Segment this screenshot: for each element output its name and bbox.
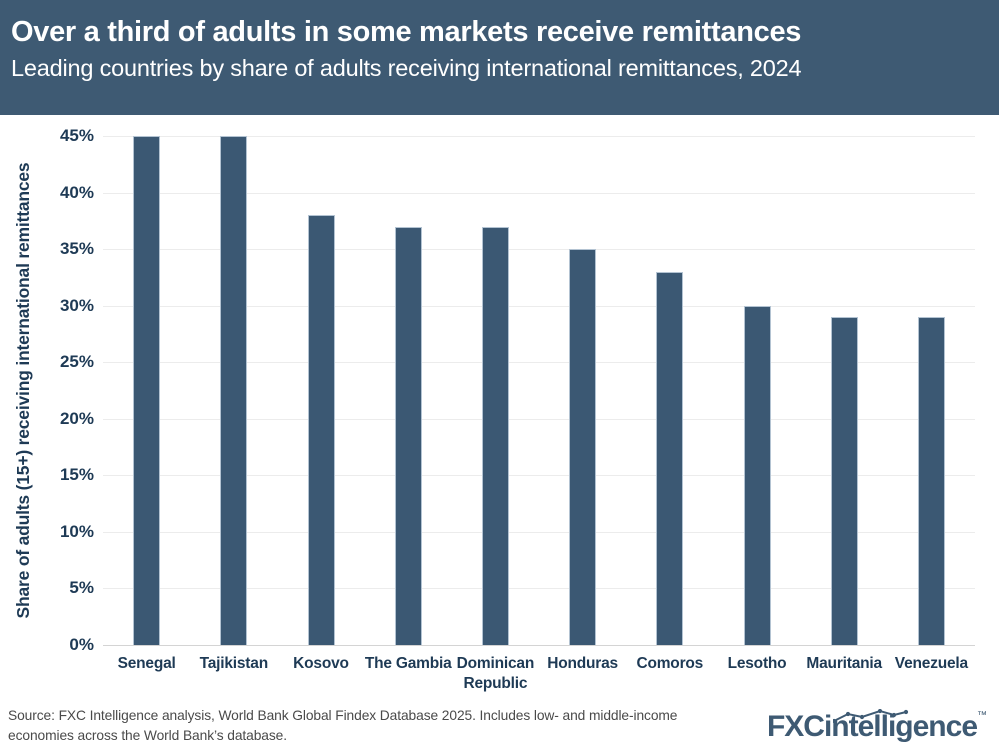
source-note: Source: FXC Intelligence analysis, World… — [8, 706, 677, 746]
bar-mauritania — [830, 316, 858, 645]
x-category-label: Mauritania — [806, 655, 882, 672]
x-category-label: Kosovo — [293, 655, 349, 672]
bar-venezuela — [917, 316, 945, 645]
bar-kosovo — [307, 215, 335, 645]
source-note-line2: economies across the World Bank’s databa… — [8, 728, 287, 743]
logo-text-intelligence: intelligence — [823, 710, 978, 743]
y-tick-label: 40% — [59, 182, 94, 202]
x-category-label: Comoros — [636, 655, 704, 672]
x-category-label: The Gambia — [364, 655, 452, 672]
y-tick-label: 30% — [59, 295, 94, 315]
logo-trademark: ™ — [977, 710, 987, 721]
source-note-line1: Source: FXC Intelligence analysis, World… — [8, 708, 678, 723]
logo-text-fxc: FXC — [766, 710, 825, 743]
gridline — [103, 588, 975, 590]
x-category-label: Tajikistan — [199, 655, 269, 672]
gridline — [103, 531, 975, 533]
bar-honduras — [569, 249, 597, 645]
gridline — [103, 475, 975, 477]
y-tick-label: 15% — [59, 465, 94, 485]
bar-comoros — [656, 271, 684, 645]
chart-title: Over a third of adults in some markets r… — [11, 16, 802, 48]
bar-lesotho — [743, 305, 771, 645]
gridline — [103, 418, 975, 420]
x-category-label: Senegal — [117, 655, 176, 672]
x-category-label: Venezuela — [894, 655, 968, 672]
logo-sparkline-icon — [832, 709, 909, 724]
gridline — [103, 249, 975, 251]
y-tick-label: 20% — [59, 408, 94, 428]
y-tick-label: 25% — [59, 352, 94, 372]
plot-area: 0% 5% 10% 15% 20% 25% 30% 35% 40% 45% Senegal Tajik… — [60, 126, 975, 692]
gridline — [103, 362, 975, 364]
bar-tajikistan — [220, 136, 248, 645]
x-category-label: Dominican Republic — [456, 655, 535, 693]
bar-dominican-republic — [481, 226, 509, 645]
footer: Source: FXC Intelligence analysis, World… — [0, 700, 999, 749]
gridline — [103, 305, 975, 307]
y-tick-label: 0% — [69, 635, 94, 654]
y-axis-title: Share of adults (15+) receiving internat… — [13, 162, 33, 619]
gridline — [103, 192, 975, 194]
x-axis-line — [103, 645, 975, 646]
chart-header: Over a third of adults in some markets r… — [0, 0, 999, 115]
fxc-intelligence-logo: FXCintelligence™ — [767, 706, 987, 742]
gridline — [103, 136, 975, 137]
bar-the-gambia — [394, 226, 422, 645]
y-tick-label: 45% — [59, 126, 94, 145]
y-tick-label: 5% — [69, 578, 94, 598]
chart-subtitle: Leading countries by share of adults rec… — [11, 54, 802, 81]
bar-chart: Share of adults (15+) receiving internat… — [0, 115, 999, 700]
bar-senegal — [133, 136, 161, 645]
y-tick-label: 10% — [59, 521, 94, 541]
x-category-label: Honduras — [547, 655, 618, 672]
x-category-label: Lesotho — [727, 655, 787, 672]
y-tick-label: 35% — [59, 239, 94, 259]
